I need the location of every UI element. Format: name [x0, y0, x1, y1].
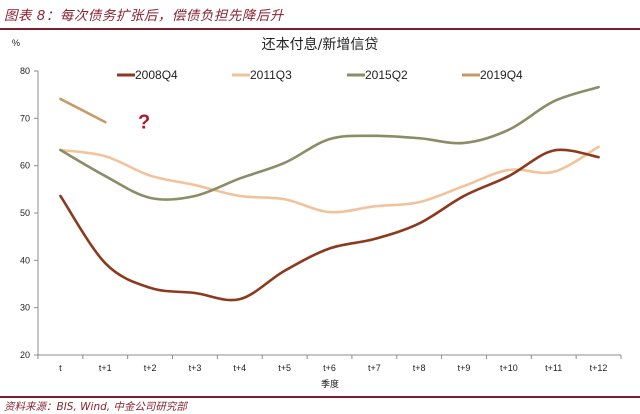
y-tick-label: 70: [20, 113, 30, 123]
series-line-2011Q3: [59, 145, 600, 214]
x-tick-label: t+8: [413, 363, 426, 373]
y-tick-label: 30: [20, 303, 30, 313]
x-axis-title: 季度: [321, 378, 339, 389]
legend-label: 2011Q3: [250, 68, 292, 82]
x-tick-label: t+7: [368, 363, 381, 373]
source-note: 资料来源：BIS, Wind, 中金公司研究部: [4, 401, 187, 413]
legend-label: 2008Q4: [135, 68, 178, 82]
x-tick-label: t+11: [545, 363, 562, 373]
legend-item-2011Q3: 2011Q3: [232, 68, 292, 82]
x-tick-label: t+5: [278, 363, 291, 373]
x-tick-label: t+2: [144, 363, 157, 373]
x-tick-label: t: [59, 363, 62, 373]
x-tick-label: t+3: [189, 363, 202, 373]
top-divider: [0, 28, 640, 30]
legend-label: 2019Q4: [480, 68, 523, 82]
series-line-2008Q4: [59, 148, 600, 302]
series-line-2015Q2: [59, 85, 600, 201]
figure-title: 图表 8：每次债务扩张后，偿债负担先降后升: [4, 8, 284, 24]
legend-label: 2015Q2: [365, 68, 408, 82]
x-tick-label: t+1: [99, 363, 112, 373]
legend-item-2015Q2: 2015Q2: [347, 68, 408, 82]
x-tick-label: t+12: [590, 363, 608, 373]
y-tick-label: 80: [20, 66, 30, 76]
legend-item-2019Q4: 2019Q4: [462, 68, 523, 82]
x-tick-label: t+10: [500, 363, 518, 373]
y-tick-label: 60: [20, 161, 30, 171]
x-tick-label: t+6: [323, 363, 336, 373]
y-tick-label: 50: [20, 208, 30, 218]
series-line-2019Q4: [59, 97, 107, 124]
y-axis-unit: %: [12, 38, 20, 48]
x-tick-label: t+9: [458, 363, 471, 373]
series-lines: [59, 85, 600, 302]
y-tick-label: 20: [20, 350, 30, 360]
axes: 20 30 40 50 60 70 80 t t+1 t+2 t+3 t+4 t+5 t+6 t+7 t+8 t…: [20, 66, 622, 373]
annotations: ?: [138, 112, 150, 134]
question-mark-annotation: ?: [138, 112, 150, 134]
legend: 2008Q4 2011Q3 2015Q2 2019Q4: [117, 68, 523, 82]
line-chart: 还本付息/新增信贷 % 2008Q4 2011Q3 2015Q2 2019Q4 20 3…: [12, 36, 622, 389]
chart-title: 还本付息/新增信贷: [262, 36, 379, 53]
legend-item-2008Q4: 2008Q4: [117, 68, 178, 82]
x-tick-label: t+4: [233, 363, 246, 373]
y-tick-label: 40: [20, 255, 30, 265]
bottom-divider: [0, 396, 640, 398]
